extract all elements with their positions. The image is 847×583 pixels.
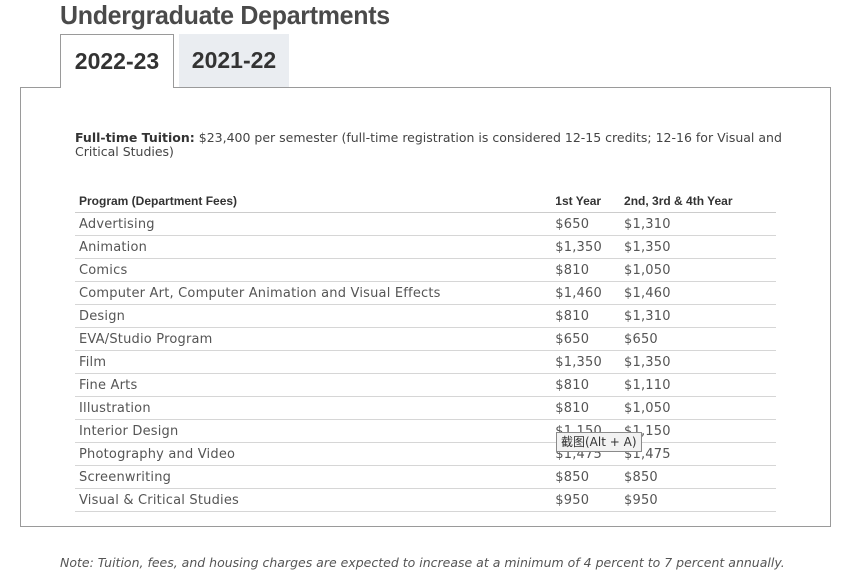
upper-years-fee: $1,310 <box>620 304 776 328</box>
program-name: Film <box>75 350 552 374</box>
first-year-fee: $850 <box>551 465 621 489</box>
table-row: Film $1,350 $1,350 <box>75 350 776 374</box>
upper-years-fee: $1,350 <box>620 235 776 259</box>
table-row: Photography and Video $1,475 $1,475 <box>75 442 776 466</box>
program-name: Screenwriting <box>75 465 552 489</box>
table-row: Illustration $810 $1,050 <box>75 396 776 420</box>
first-year-fee: $650 <box>551 327 621 351</box>
table-row: Fine Arts $810 $1,110 <box>75 373 776 397</box>
first-year-fee: $1,350 <box>551 350 621 374</box>
program-name: Fine Arts <box>75 373 552 397</box>
footnote: Note: Tuition, fees, and housing charges… <box>60 555 785 570</box>
table-row: Visual & Critical Studies $950 $950 <box>75 488 776 512</box>
program-name: Computer Art, Computer Animation and Vis… <box>75 281 552 305</box>
program-name: Design <box>75 304 552 328</box>
program-name: Visual & Critical Studies <box>75 488 552 512</box>
first-year-fee: $1,460 <box>551 281 621 305</box>
program-name: Photography and Video <box>75 442 552 466</box>
table-row: Computer Art, Computer Animation and Vis… <box>75 281 776 305</box>
screenshot-tooltip: 截图(Alt + A) <box>556 432 642 452</box>
first-year-fee: $810 <box>551 373 621 397</box>
tuition-label: Full-time Tuition: <box>75 130 195 145</box>
program-name: Advertising <box>75 212 552 236</box>
column-header-program: Program (Department Fees) <box>75 189 552 213</box>
tab-2022-23[interactable]: 2022-23 <box>60 34 174 88</box>
table-row: Comics $810 $1,050 <box>75 258 776 282</box>
program-name: Animation <box>75 235 552 259</box>
column-header-first-year: 1st Year <box>551 189 621 213</box>
table-row: EVA/Studio Program $650 $650 <box>75 327 776 351</box>
upper-years-fee: $1,050 <box>620 396 776 420</box>
page-title: Undergraduate Departments <box>60 0 390 30</box>
table-header-row: Program (Department Fees) 1st Year 2nd, … <box>75 189 776 213</box>
program-name: EVA/Studio Program <box>75 327 552 351</box>
tab-2021-22[interactable]: 2021-22 <box>179 34 289 87</box>
first-year-fee: $1,350 <box>551 235 621 259</box>
upper-years-fee: $1,350 <box>620 350 776 374</box>
table-row: Screenwriting $850 $850 <box>75 465 776 489</box>
upper-years-fee: $1,475 <box>620 442 776 466</box>
upper-years-fee: $1,460 <box>620 281 776 305</box>
column-header-upper-years: 2nd, 3rd & 4th Year <box>620 189 776 213</box>
first-year-fee: $810 <box>551 258 621 282</box>
table-row: Animation $1,350 $1,350 <box>75 235 776 259</box>
upper-years-fee: $1,150 <box>620 419 776 443</box>
upper-years-fee: $650 <box>620 327 776 351</box>
first-year-fee: $810 <box>551 396 621 420</box>
first-year-fee: $810 <box>551 304 621 328</box>
upper-years-fee: $1,310 <box>620 212 776 236</box>
program-name: Interior Design <box>75 419 552 443</box>
table-row: Advertising $650 $1,310 <box>75 212 776 236</box>
tuition-text: $23,400 per semester (full-time registra… <box>75 130 782 159</box>
table-row: Interior Design $1,150 $1,150 <box>75 419 776 443</box>
fees-table: Program (Department Fees) 1st Year 2nd, … <box>75 189 776 512</box>
upper-years-fee: $1,110 <box>620 373 776 397</box>
upper-years-fee: $850 <box>620 465 776 489</box>
program-name: Illustration <box>75 396 552 420</box>
first-year-fee: $650 <box>551 212 621 236</box>
upper-years-fee: $950 <box>620 488 776 512</box>
upper-years-fee: $1,050 <box>620 258 776 282</box>
tuition-intro: Full-time Tuition: $23,400 per semester … <box>75 131 795 159</box>
table-row: Design $810 $1,310 <box>75 304 776 328</box>
program-name: Comics <box>75 258 552 282</box>
first-year-fee: $950 <box>551 488 621 512</box>
